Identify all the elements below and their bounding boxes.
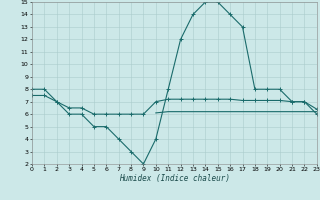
X-axis label: Humidex (Indice chaleur): Humidex (Indice chaleur) bbox=[119, 174, 230, 183]
